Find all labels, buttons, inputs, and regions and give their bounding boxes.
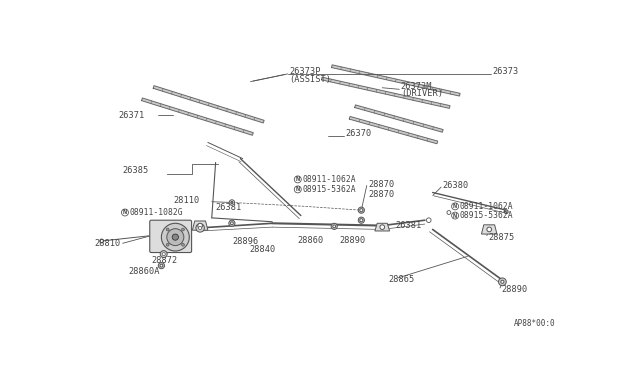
Text: 26381: 26381 (216, 203, 242, 212)
Polygon shape (349, 116, 438, 144)
Text: 28870: 28870 (368, 189, 394, 199)
Text: 08915-5362A: 08915-5362A (303, 185, 356, 194)
Circle shape (487, 227, 492, 232)
Circle shape (196, 224, 204, 232)
Text: N: N (296, 186, 300, 192)
Circle shape (166, 243, 169, 246)
Text: 26373: 26373 (492, 67, 518, 76)
Text: 28810: 28810 (94, 239, 120, 248)
Polygon shape (193, 221, 208, 230)
Circle shape (172, 234, 179, 240)
Text: 28110: 28110 (173, 196, 199, 205)
Circle shape (504, 210, 508, 214)
Text: 28860A: 28860A (128, 267, 159, 276)
Circle shape (198, 226, 202, 230)
Text: (DRIVER): (DRIVER) (401, 89, 443, 99)
Text: 08911-1082G: 08911-1082G (129, 208, 183, 217)
Text: AP88*00:0: AP88*00:0 (514, 319, 556, 328)
Circle shape (360, 219, 363, 222)
Polygon shape (481, 225, 497, 234)
Circle shape (447, 211, 451, 214)
Circle shape (182, 243, 184, 246)
Text: N: N (296, 176, 300, 182)
Text: 28896: 28896 (233, 237, 259, 246)
Text: 26373P: 26373P (289, 67, 321, 76)
Text: (ASSIST): (ASSIST) (289, 75, 332, 84)
Circle shape (331, 223, 337, 230)
Text: 28890: 28890 (340, 237, 366, 246)
Text: N: N (453, 203, 457, 209)
Circle shape (160, 251, 167, 257)
Circle shape (294, 176, 301, 183)
Circle shape (452, 212, 459, 219)
Circle shape (122, 209, 129, 216)
Text: 26381: 26381 (396, 221, 422, 230)
Text: N: N (123, 209, 127, 215)
Circle shape (229, 220, 235, 226)
Text: 28840: 28840 (249, 245, 275, 254)
Text: 26371: 26371 (119, 111, 145, 120)
Circle shape (452, 203, 459, 210)
Circle shape (160, 264, 163, 267)
Text: 28875: 28875 (488, 232, 515, 242)
Circle shape (161, 223, 189, 251)
Circle shape (360, 209, 363, 212)
Polygon shape (141, 98, 253, 135)
Polygon shape (355, 105, 443, 132)
Circle shape (166, 228, 169, 231)
Polygon shape (153, 86, 264, 123)
Polygon shape (375, 223, 390, 231)
FancyBboxPatch shape (150, 220, 191, 253)
Text: 08911-1062A: 08911-1062A (460, 202, 513, 211)
Circle shape (358, 217, 364, 223)
Text: 28860: 28860 (297, 237, 323, 246)
Circle shape (230, 222, 234, 225)
Circle shape (100, 239, 104, 243)
Text: 08915-5362A: 08915-5362A (460, 211, 513, 220)
Circle shape (499, 278, 506, 286)
Text: 28865: 28865 (388, 275, 415, 284)
Circle shape (294, 186, 301, 193)
Text: 26380: 26380 (443, 181, 469, 190)
Circle shape (231, 201, 233, 203)
Text: N: N (453, 212, 457, 219)
Text: 26370: 26370 (345, 129, 371, 138)
Text: 28890: 28890 (502, 285, 528, 294)
Circle shape (182, 228, 184, 231)
Circle shape (426, 218, 431, 222)
Text: 26385: 26385 (123, 166, 149, 174)
Circle shape (358, 207, 364, 213)
Circle shape (501, 280, 504, 283)
Circle shape (162, 253, 165, 256)
Polygon shape (321, 77, 450, 108)
Text: 26373M: 26373M (401, 82, 433, 91)
Circle shape (167, 229, 184, 246)
Circle shape (333, 225, 335, 228)
Circle shape (198, 223, 202, 228)
Text: 08911-1062A: 08911-1062A (303, 175, 356, 184)
Text: 28870: 28870 (368, 180, 394, 189)
Text: 28872: 28872 (151, 256, 177, 265)
Circle shape (158, 263, 164, 269)
Circle shape (229, 200, 235, 205)
Polygon shape (332, 65, 460, 96)
Circle shape (380, 225, 385, 230)
